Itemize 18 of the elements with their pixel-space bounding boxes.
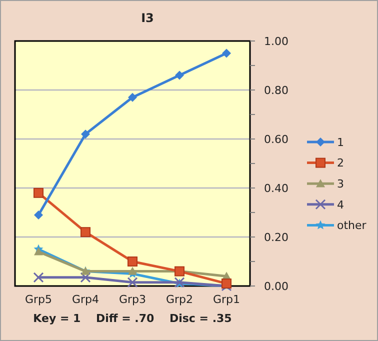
chart-title: I3 <box>141 11 154 25</box>
x-tick-label: Grp2 <box>166 293 194 306</box>
legend-label: 3 <box>337 177 344 190</box>
legend-label: 4 <box>337 198 344 212</box>
y-tick-label: 0.00 <box>264 280 288 293</box>
x-tick-label: Grp5 <box>24 293 52 306</box>
x-tick-label: Grp1 <box>212 293 240 306</box>
y-tick-label: 0.60 <box>264 132 288 146</box>
y-tick-label: 0.40 <box>264 182 288 195</box>
x-tick-label: Grp3 <box>118 293 146 306</box>
x-tick-label: Grp4 <box>72 293 100 306</box>
legend-label: other <box>337 219 367 232</box>
legend-label: 2 <box>337 156 344 170</box>
text: Key = 1 Diff = .70 Disc = .35 <box>33 312 232 325</box>
y-tick-label: 1.00 <box>264 34 288 48</box>
legend-label: 1 <box>337 136 344 149</box>
y-tick-label: 0.20 <box>264 230 288 244</box>
y-tick-label: 0.80 <box>264 84 288 97</box>
